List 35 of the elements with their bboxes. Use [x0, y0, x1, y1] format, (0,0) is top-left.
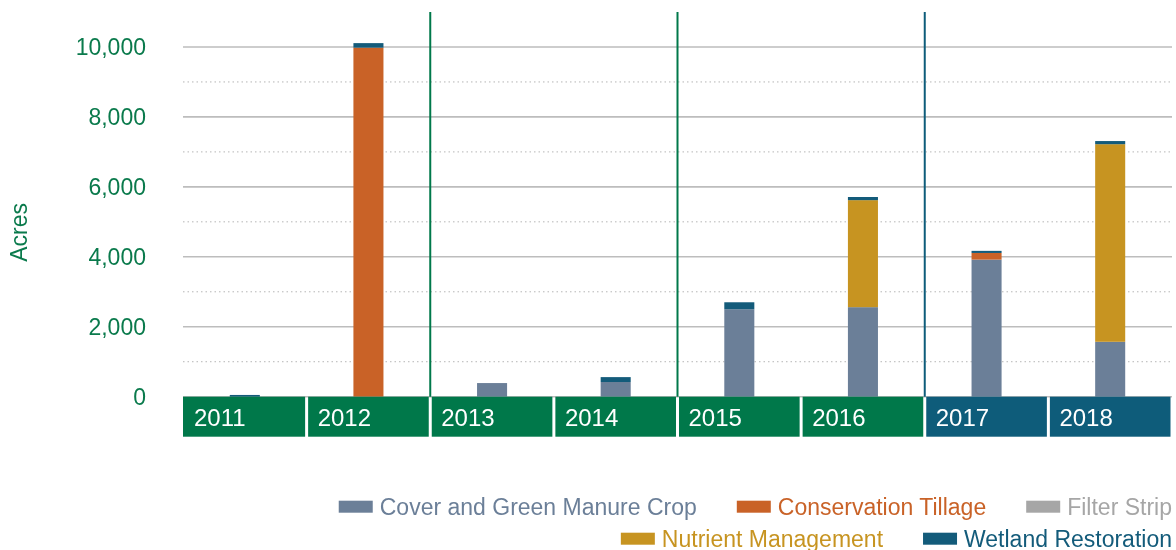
bar	[600, 377, 631, 383]
x-tick-label: 2016	[812, 403, 866, 431]
bar	[971, 250, 1002, 253]
y-tick-label: 8,000	[88, 103, 146, 130]
y-axis-title: Acres	[6, 202, 32, 262]
x-tick-label: 2012	[317, 403, 372, 431]
x-tick-label: 2011	[194, 403, 246, 431]
x-tick-label: 2013	[441, 403, 495, 431]
bar	[1095, 141, 1126, 145]
bar	[1095, 341, 1126, 397]
legend-label: Conservation Tillage	[777, 493, 987, 520]
x-tick-label: 2015	[688, 403, 742, 431]
legend-label: Cover and Green Manure Crop	[379, 493, 697, 520]
bar	[600, 382, 631, 397]
bar	[1095, 144, 1126, 342]
bar	[724, 309, 755, 397]
x-tick-label: 2018	[1059, 403, 1113, 431]
x-tick-label: 2014	[564, 403, 619, 431]
bar	[724, 302, 755, 310]
bar	[847, 197, 878, 201]
legend-label: Filter Strip	[1067, 493, 1172, 520]
bar	[971, 259, 1002, 397]
bar	[971, 252, 1002, 260]
y-tick-label: 2,000	[88, 313, 146, 340]
y-tick-label: 10,000	[75, 33, 146, 60]
bar	[847, 200, 878, 308]
y-tick-label: 6,000	[88, 173, 146, 200]
y-tick-label: 4,000	[88, 243, 146, 270]
bar	[353, 47, 384, 397]
bar	[353, 43, 384, 48]
bar	[477, 383, 508, 397]
x-tick-label: 2017	[935, 403, 990, 431]
legend-label: Wetland Restoration	[964, 525, 1172, 550]
bar	[847, 307, 878, 397]
y-tick-label: 0	[133, 383, 146, 410]
